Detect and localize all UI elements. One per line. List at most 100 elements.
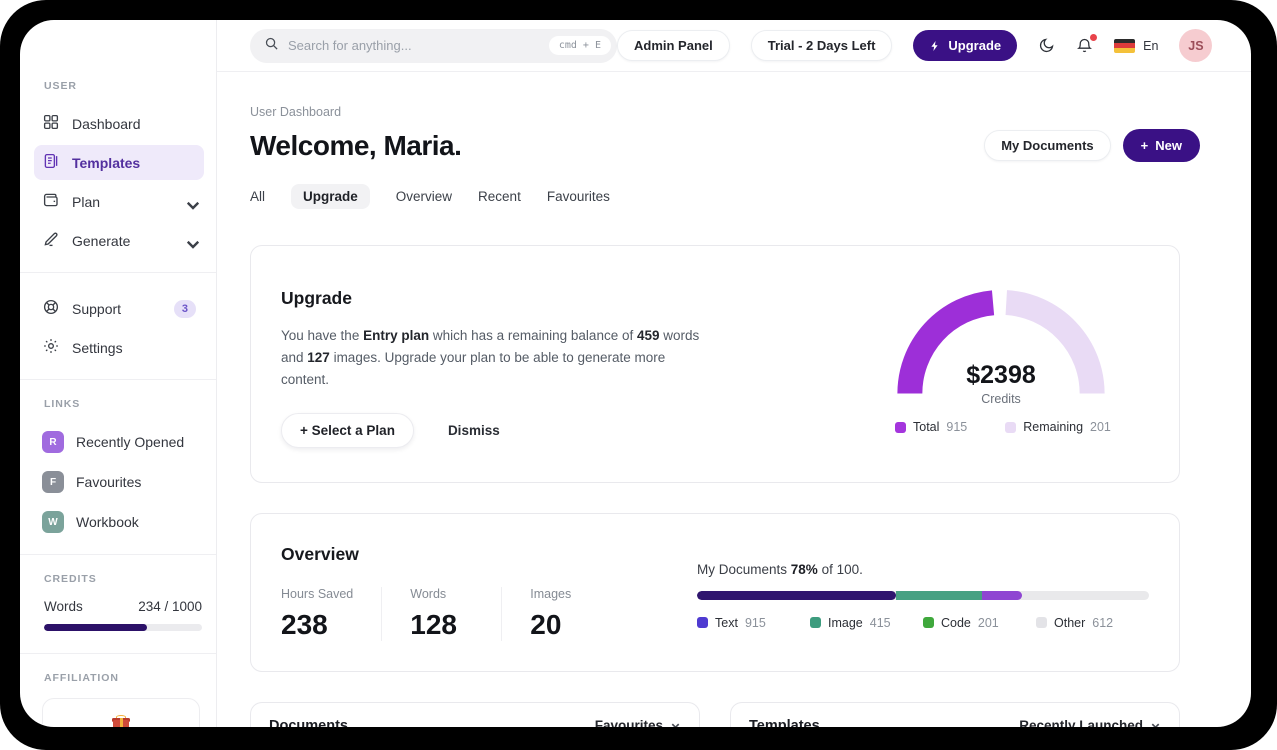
tab-all[interactable]: All	[250, 189, 266, 204]
sidebar-section-credits: CREDITS	[44, 573, 97, 585]
gauge-arcs	[897, 290, 1105, 394]
gauge-amount: $2398	[966, 361, 1036, 389]
sidebar-divider	[20, 379, 216, 380]
sidebar-item-label: Settings	[72, 339, 123, 356]
sidebar-item-plan[interactable]: Plan	[40, 184, 204, 219]
upgrade-card-body: You have the Entry plan which has a rema…	[281, 328, 700, 387]
sidebar-divider	[20, 272, 216, 273]
new-button[interactable]: + New	[1122, 129, 1200, 162]
sidebar-item-templates[interactable]: Templates	[34, 145, 204, 180]
credits-words-value: 234 / 1000	[138, 599, 202, 614]
sidebar-item-dashboard[interactable]: Dashboard	[40, 106, 204, 141]
sidebar: USER Dashboard Templates Plan Generate S…	[20, 20, 217, 727]
credits-progress-fill	[44, 624, 147, 631]
overview-card: Overview Hours Saved 238 Words 128 Image…	[250, 512, 1180, 672]
templates-filter-dropdown[interactable]: Recently Launched	[1019, 718, 1161, 727]
sidebar-item-label: Dashboard	[72, 115, 141, 132]
notifications-button[interactable]	[1076, 34, 1098, 54]
stat-images: Images 20	[530, 586, 572, 640]
user-avatar[interactable]: JS	[1179, 29, 1213, 62]
search-bar[interactable]: cmd + E	[250, 28, 617, 63]
documents-card: Documents Favourites Untitled Document i…	[250, 701, 700, 727]
documents-card-title: Documents	[269, 717, 348, 727]
plus-icon: +	[1140, 138, 1149, 153]
sidebar-item-label: Generate	[72, 232, 131, 249]
tab-overview[interactable]: Overview	[395, 189, 453, 204]
bar-segment-text	[697, 590, 896, 600]
plus-icon: +	[300, 422, 312, 438]
chevron-down-icon	[671, 723, 680, 727]
credits-gauge: $2398 Credits Total 915 Remaining	[889, 288, 1139, 448]
documents-progress-caption: My Documents 78% of 100.	[697, 561, 863, 577]
lightning-icon	[931, 40, 939, 51]
overview-card-title: Overview	[281, 543, 359, 564]
sidebar-divider	[20, 554, 216, 555]
upgrade-button[interactable]: Upgrade	[913, 30, 1018, 61]
select-plan-button[interactable]: + Select a Plan	[281, 412, 414, 448]
link-initial-badge: F	[42, 471, 64, 493]
stat-hours-saved: Hours Saved 238	[281, 586, 383, 641]
bar-segment-code	[981, 590, 1023, 600]
dismiss-button[interactable]: Dismiss	[447, 422, 500, 438]
legend-image: Image 415	[810, 616, 923, 630]
sidebar-link-label: Recently Opened	[76, 434, 185, 450]
legend-swatch	[810, 617, 821, 629]
my-documents-button[interactable]: My Documents	[984, 130, 1111, 161]
admin-panel-button[interactable]: Admin Panel	[617, 30, 730, 61]
upgrade-card-title: Upgrade	[281, 288, 352, 308]
legend-other: Other 612	[1036, 616, 1149, 630]
gauge-legend: Total 915 Remaining 201	[895, 420, 1111, 434]
moon-icon	[1040, 38, 1054, 53]
legend-swatch	[1005, 421, 1017, 433]
chevron-down-icon	[1151, 723, 1160, 727]
tab-upgrade[interactable]: Upgrade	[291, 184, 370, 209]
page-title: Welcome, Maria.	[250, 129, 462, 161]
dashboard-icon	[42, 113, 60, 134]
legend-swatch	[1036, 617, 1047, 629]
sidebar-item-label: Support	[72, 300, 122, 317]
main-content: User Dashboard Welcome, Maria. My Docume…	[217, 72, 1251, 727]
dark-mode-toggle[interactable]	[1038, 37, 1055, 54]
bar-segment-image	[895, 590, 982, 600]
documents-filter-dropdown[interactable]: Favourites	[595, 718, 681, 727]
legend-swatch	[923, 617, 934, 629]
sidebar-item-label: Plan	[72, 193, 101, 210]
search-icon	[264, 36, 288, 56]
gift-icon	[112, 715, 130, 727]
upgrade-card: Upgrade You have the Entry plan which ha…	[250, 245, 1180, 483]
chevron-down-icon	[184, 235, 200, 249]
tab-recent[interactable]: Recent	[478, 189, 521, 204]
sidebar-divider	[20, 653, 216, 654]
sidebar-section-user: USER	[44, 80, 77, 92]
link-initial-badge: W	[42, 511, 64, 533]
gauge-caption: Credits	[981, 392, 1021, 406]
language-selector[interactable]: En	[1114, 38, 1158, 53]
sidebar-link-label: Workbook	[76, 514, 139, 530]
top-bar: cmd + E Admin Panel Trial - 2 Days Left …	[217, 20, 1251, 72]
trial-days-left-button[interactable]: Trial - 2 Days Left	[750, 30, 893, 61]
tab-favourites[interactable]: Favourites	[546, 189, 610, 204]
legend-text: Text 915	[697, 616, 810, 630]
affiliation-card: Invite your friend and get $5. Invite	[42, 698, 200, 727]
notification-dot	[1090, 34, 1098, 41]
overview-stats: Hours Saved 238 Words 128 Images 20	[281, 586, 650, 641]
lifebuoy-icon	[42, 298, 60, 319]
sidebar-link-workbook[interactable]: W Workbook	[40, 504, 204, 540]
link-initial-badge: R	[42, 431, 64, 453]
stat-words: Words 128	[410, 586, 503, 641]
sidebar-link-recently-opened[interactable]: R Recently Opened	[40, 424, 204, 460]
search-shortcut-hint: cmd + E	[548, 36, 611, 55]
sidebar-link-favourites[interactable]: F Favourites	[40, 464, 204, 500]
support-count-badge: 3	[173, 299, 196, 318]
wallet-icon	[42, 191, 60, 212]
templates-card-title: Templates	[749, 717, 820, 727]
chevron-down-icon	[184, 196, 200, 210]
templates-icon	[42, 152, 60, 173]
search-input[interactable]	[288, 38, 549, 53]
gear-icon	[42, 337, 60, 358]
credits-progress-track	[44, 624, 202, 631]
sidebar-item-support[interactable]: Support 3	[40, 291, 204, 326]
sidebar-item-settings[interactable]: Settings	[40, 330, 204, 365]
bar-legend: Text 915 Image 415 Code 201	[697, 616, 1149, 630]
sidebar-item-generate[interactable]: Generate	[40, 223, 204, 258]
